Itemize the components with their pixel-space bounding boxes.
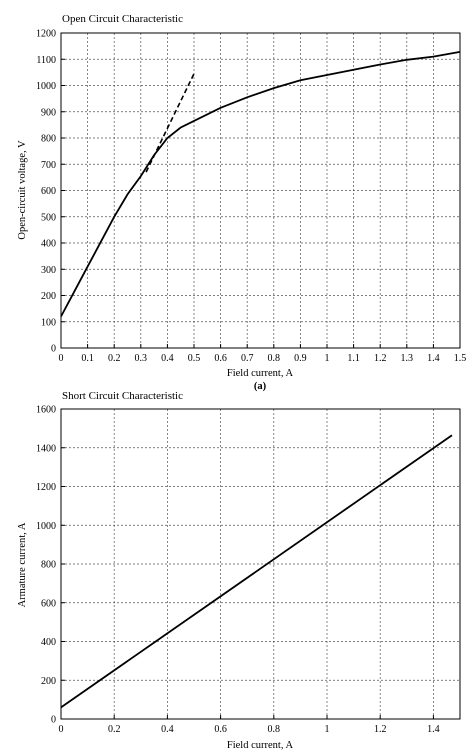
plot-frame: [60, 32, 461, 349]
x-tick-label: 0.2: [108, 724, 121, 735]
x-tick-label: 0.6: [214, 724, 227, 735]
y-tick-label: 1600: [36, 405, 56, 416]
y-tick-label: 0: [51, 344, 56, 355]
tick-labels: 0 0.1 0.2 0.3 0.4 0.5 0.6 0.7 0.8 0.9 1 1.1 1.2 1.3 1.…: [36, 29, 466, 365]
y-tick-label: 1200: [36, 482, 56, 493]
x-tick-label: 0.4: [161, 353, 174, 364]
y-tick-label: 400: [41, 239, 56, 250]
x-tick-label: 1.2: [374, 353, 387, 364]
x-tick-label: 0.3: [135, 353, 148, 364]
y-tick-label: 300: [41, 265, 56, 276]
x-tick-label: 0.4: [161, 724, 174, 735]
x-tick-label: 0: [59, 353, 64, 364]
x-axis-label: Field current, A: [227, 740, 294, 751]
x-tick-label: 0: [59, 724, 64, 735]
y-tick-label: 900: [41, 107, 56, 118]
y-tick-label: 600: [41, 598, 56, 609]
air-gap-line: [145, 73, 195, 173]
x-tick-label: 1.1: [347, 353, 360, 364]
y-tick-label: 100: [41, 317, 56, 328]
figure-caption: (a): [254, 381, 267, 392]
x-tick-label: 1.4: [427, 724, 440, 735]
x-tick-label: 1: [325, 724, 330, 735]
x-tick-label: 0.9: [294, 353, 307, 364]
x-tick-label: 1: [325, 353, 330, 364]
y-axis-label: Armature current, A: [17, 522, 28, 607]
x-tick-label: 1.4: [427, 353, 440, 364]
y-tick-label: 1000: [36, 81, 56, 92]
x-tick-label: 1.3: [401, 353, 414, 364]
y-tick-label: 0: [51, 715, 56, 726]
x-tick-label: 0.6: [214, 353, 227, 364]
x-tick-label: 0.8: [268, 353, 281, 364]
x-axis-label: Field current, A: [227, 368, 294, 379]
grid: [60, 32, 461, 349]
y-tick-label: 200: [41, 676, 56, 687]
y-tick-label: 1000: [36, 521, 56, 532]
x-tick-label: 0.2: [108, 353, 121, 364]
chart-title: Short Circuit Characteristic: [62, 390, 183, 402]
x-tick-label: 0.5: [188, 353, 201, 364]
x-tick-label: 0.7: [241, 353, 254, 364]
series-line: [60, 51, 461, 317]
series: [60, 434, 453, 709]
short-circuit-chart: Short Circuit Characteristic 0 0.2 0.4 0.6 0…: [17, 390, 461, 751]
x-tick-label: 0.1: [81, 353, 94, 364]
y-tick-label: 200: [41, 291, 56, 302]
y-axis-label: Open-circuit voltage, V: [17, 140, 28, 240]
y-tick-label: 700: [41, 160, 56, 171]
y-tick-label: 500: [41, 212, 56, 223]
x-tick-label: 0.8: [268, 724, 281, 735]
plot-frame: [60, 408, 461, 720]
chart-title: Open Circuit Characteristic: [62, 13, 183, 25]
y-tick-label: 1400: [36, 443, 56, 454]
y-tick-label: 600: [41, 186, 56, 197]
tick-labels: 0 0.2 0.4 0.6 0.8 1 1.2 1.4 0 200 400 600 800 1000 120…: [36, 405, 440, 736]
series-line: [60, 434, 453, 709]
x-tick-label: 1.2: [374, 724, 387, 735]
y-tick-label: 800: [41, 560, 56, 571]
x-tick-label: 1.5: [454, 353, 467, 364]
y-tick-label: 1200: [36, 29, 56, 40]
y-tick-label: 800: [41, 134, 56, 145]
series: [60, 51, 461, 317]
open-circuit-chart: Open Circuit Characteristic 0 0.1 0.2 0.3 0.…: [17, 13, 466, 392]
grid: [60, 408, 460, 720]
y-tick-label: 1100: [36, 55, 56, 66]
y-tick-label: 400: [41, 637, 56, 648]
